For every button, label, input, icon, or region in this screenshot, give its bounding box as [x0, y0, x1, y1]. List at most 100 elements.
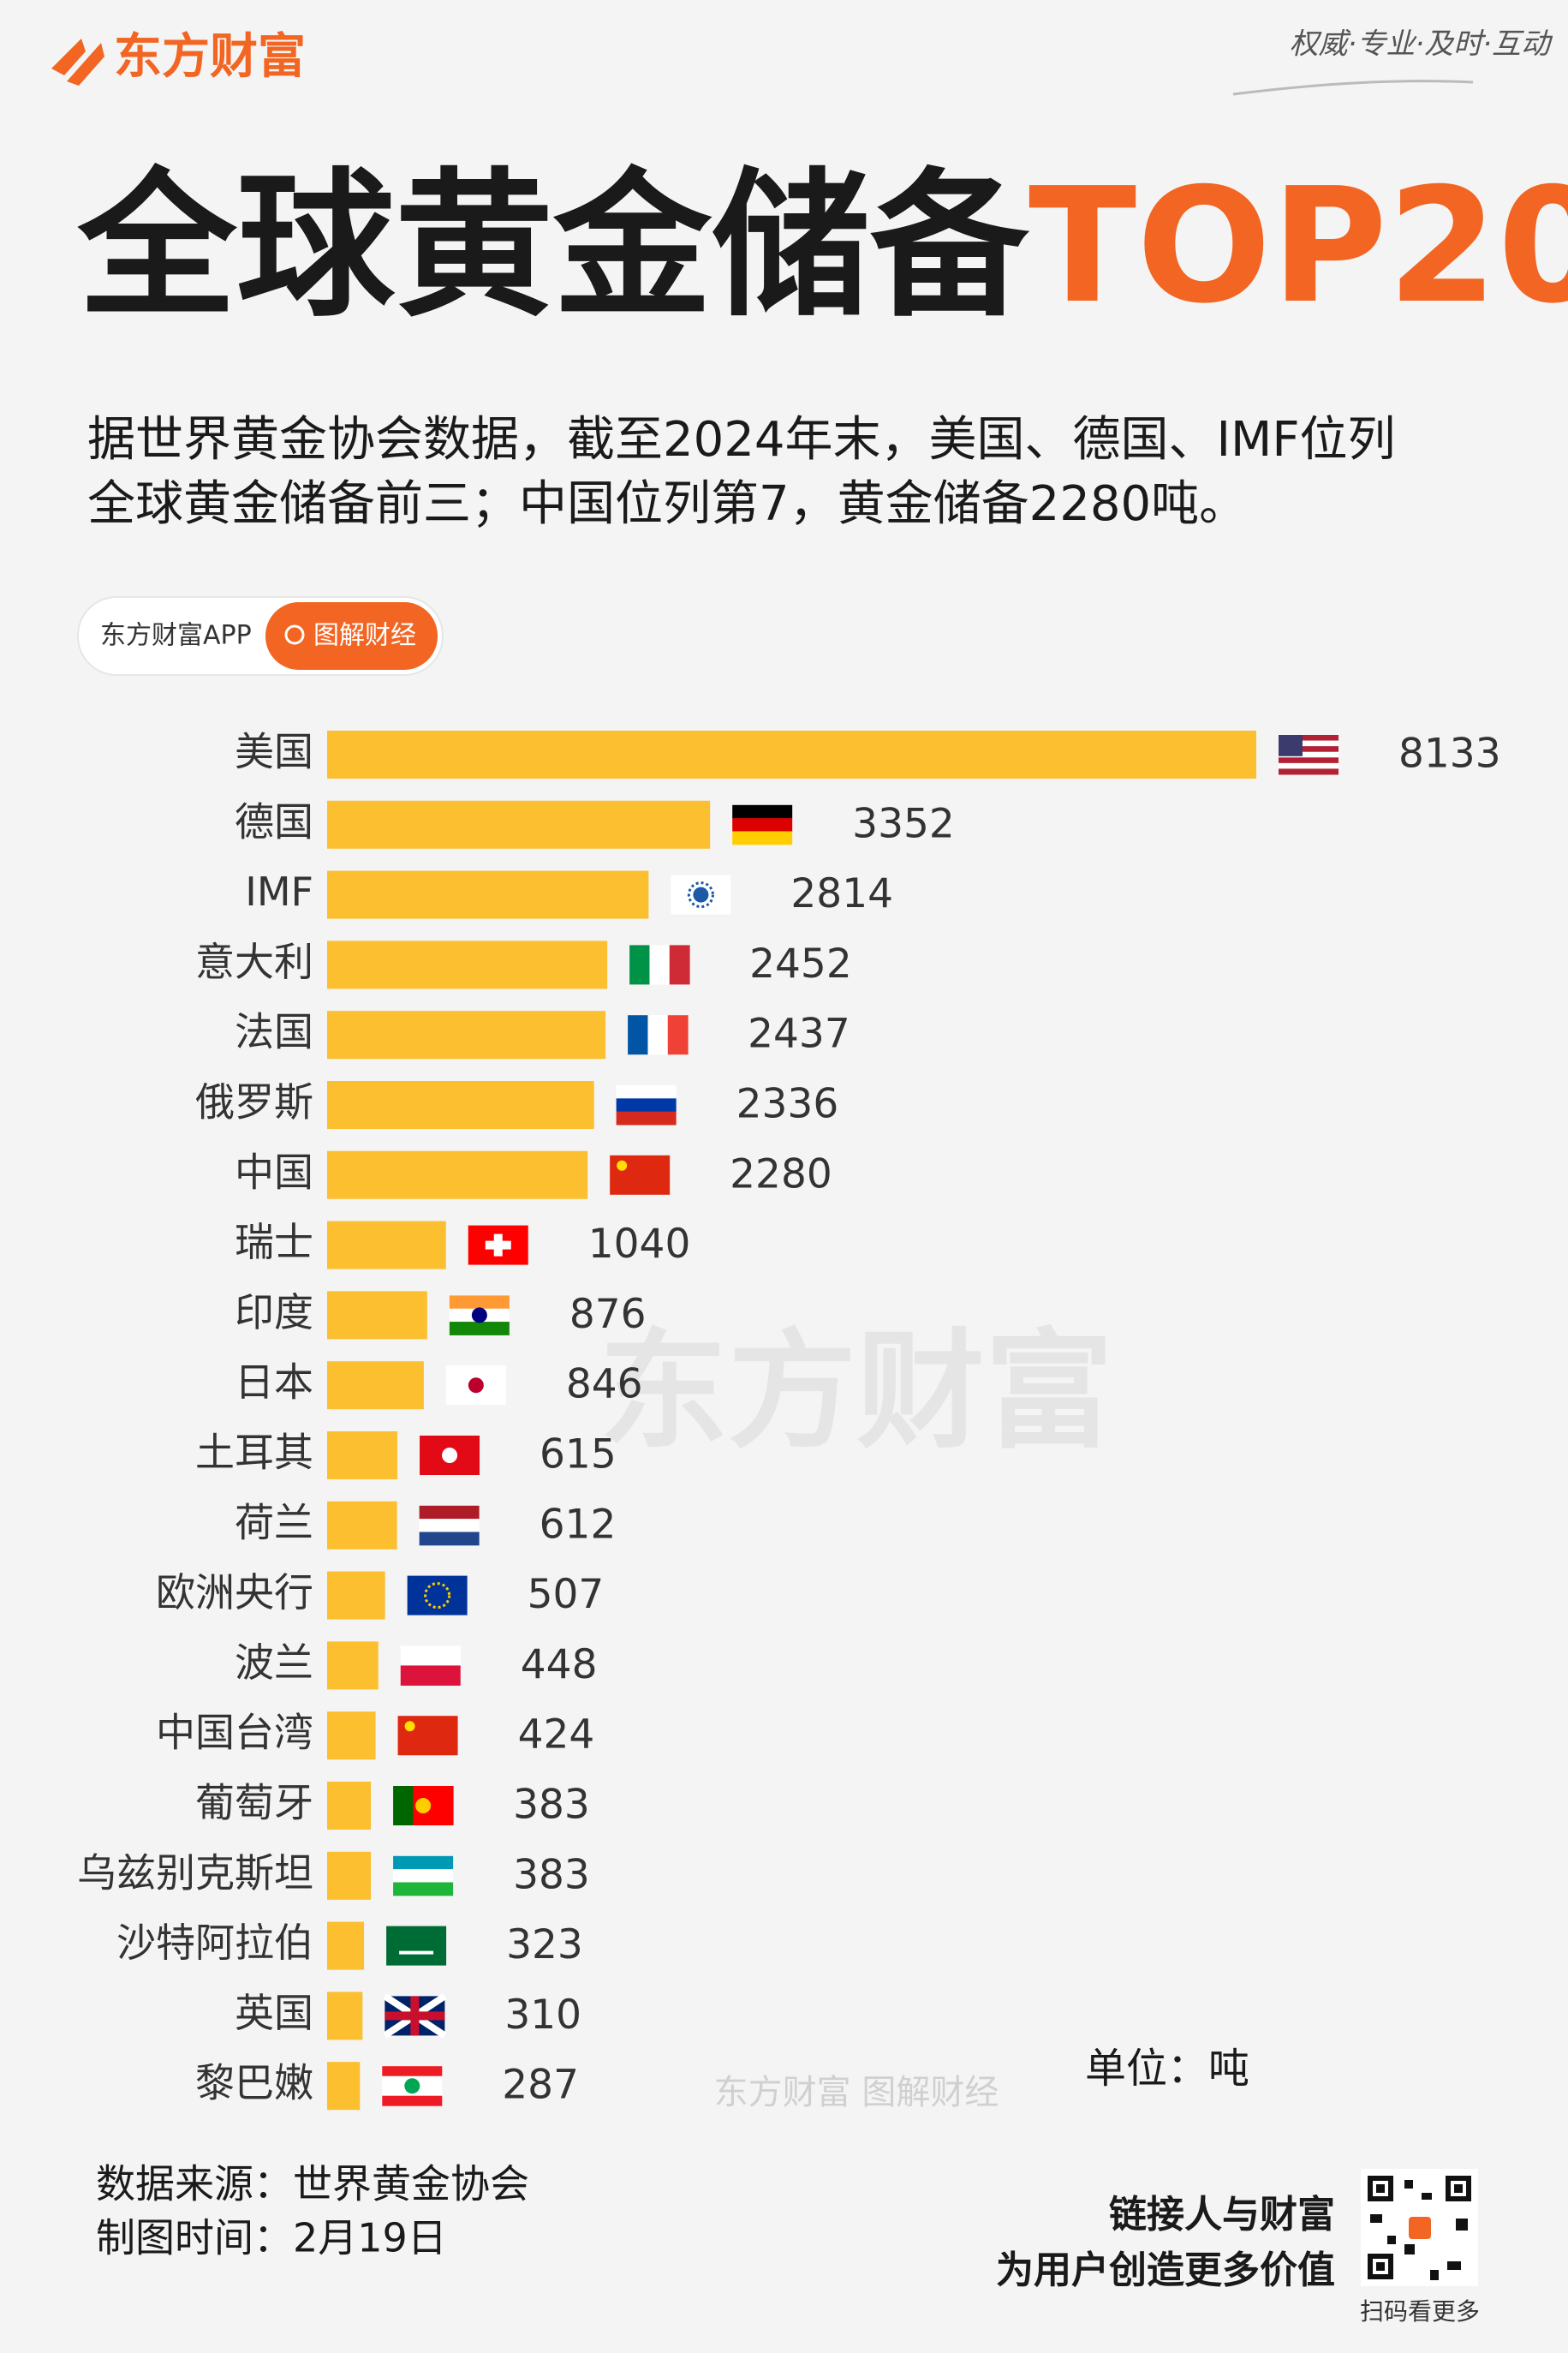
flag: [449, 1295, 510, 1335]
flag-stripe: [1279, 746, 1338, 753]
flag-stripe: [667, 1015, 689, 1055]
category-label: 葡萄牙: [195, 1780, 313, 1826]
bar: [327, 1992, 363, 2040]
flag-stripe: [732, 818, 793, 832]
decor-line: [1232, 80, 1474, 96]
value-label: 3352: [852, 800, 955, 847]
flag: [400, 1645, 461, 1686]
bar: [327, 1361, 424, 1410]
flag-stripe: [400, 1645, 461, 1666]
flag-stripe: [393, 1855, 454, 1870]
flag: [407, 1575, 468, 1615]
flag-stripe: [419, 1532, 480, 1546]
bar: [327, 1501, 397, 1550]
flag-stripe: [669, 945, 690, 985]
flag: [393, 1786, 454, 1825]
bar: [327, 1921, 365, 1970]
search-icon: [284, 624, 305, 645]
bar: [327, 1150, 588, 1199]
flag: [671, 875, 731, 915]
bar-chart: 美国 8133 德国 3352 IMF 2814 意大利 2452 法国 2437 俄罗斯 2336 中…: [77, 729, 1501, 2111]
flag-stripe: [649, 945, 671, 985]
bar: [327, 1571, 385, 1620]
bar: [327, 1221, 446, 1269]
flag-emblem: [404, 2078, 420, 2094]
flag-stripe: [400, 1665, 461, 1686]
flag-emblem: [442, 1448, 458, 1463]
flag-bg: [407, 1575, 468, 1615]
flag: [382, 2066, 443, 2106]
flag: [383, 1993, 447, 2039]
flag: [393, 1855, 454, 1896]
flag-cross: [385, 2011, 445, 2021]
category-label: 德国: [235, 798, 313, 845]
flag-star: [404, 1721, 415, 1732]
bar: [327, 1711, 376, 1760]
value-label: 1040: [588, 1221, 691, 1268]
flag-stripe: [419, 1519, 480, 1532]
flag-star: [617, 1160, 628, 1171]
category-label: 意大利: [195, 939, 313, 985]
footer-slogan: 链接人与财富: [1109, 2193, 1335, 2237]
description-line: 据世界黄金协会数据，截至2024年末，美国、德国、IMF位列: [87, 412, 1396, 468]
footer-slogan: 为用户创造更多价值: [996, 2248, 1335, 2292]
bar: [327, 2062, 361, 2111]
category-label: IMF: [245, 869, 313, 915]
flag-emblem: [399, 1950, 434, 1955]
date: 制图时间：2月19日: [96, 2215, 447, 2261]
flag-cross: [485, 1240, 511, 1250]
category-label: 乌兹别克斯坦: [77, 1849, 313, 1896]
category-label: 中国台湾: [156, 1710, 313, 1756]
flag-stripe: [647, 1015, 669, 1055]
tag-app: 东方财富APP: [100, 621, 252, 651]
flag-stripe: [1279, 751, 1338, 758]
flag: [628, 1015, 689, 1055]
flag-stripe: [393, 1786, 414, 1825]
category-label: 英国: [235, 1990, 313, 2036]
value-label: 424: [518, 1711, 595, 1759]
flag-ring: [687, 881, 714, 909]
flag-bg: [386, 1926, 447, 1966]
flag-canton: [1279, 735, 1303, 756]
bar: [327, 1431, 398, 1479]
flag-stripe: [382, 2095, 443, 2106]
value-label: 383: [513, 1851, 590, 1898]
category-label: 荷兰: [235, 1499, 313, 1545]
value-label: 2280: [730, 1150, 832, 1197]
bar: [327, 1291, 427, 1340]
flag-stripe: [393, 1882, 454, 1896]
flag-bg: [610, 1155, 671, 1195]
title-main: 全球黄金储备: [77, 153, 1030, 338]
category-label: 瑞士: [235, 1219, 313, 1265]
flag-stripe: [732, 804, 793, 819]
title: 全球黄金储备TOP20: [77, 153, 1568, 338]
flag-stripe: [616, 1111, 677, 1126]
tag-highlight: [265, 602, 438, 670]
flag-emblem: [693, 887, 709, 903]
bar: [327, 1011, 606, 1060]
flag: [420, 1436, 480, 1475]
flag-stripe: [732, 831, 793, 845]
flag: [732, 804, 793, 845]
value-label: 310: [504, 1992, 581, 2039]
value-label: 2437: [748, 1011, 850, 1058]
category-label: 波兰: [235, 1639, 313, 1686]
flag: [445, 1365, 506, 1406]
bar: [327, 941, 608, 989]
logo-text: 东方财富: [114, 29, 306, 85]
flag-stripe: [1279, 735, 1338, 742]
title-highlight: TOP20: [1028, 153, 1568, 338]
flag: [616, 1085, 677, 1126]
flag-stripe: [616, 1085, 677, 1099]
category-label: 欧洲央行: [156, 1569, 313, 1615]
flag-stripe: [449, 1295, 510, 1310]
value-label: 846: [566, 1361, 643, 1408]
watermark: 东方财富 图解财经: [714, 2073, 999, 2112]
flag-stripe: [419, 1505, 480, 1520]
value-label: 615: [540, 1431, 617, 1478]
flag-stripe: [393, 1869, 454, 1883]
flag-stripe: [1279, 740, 1338, 747]
flag-stripe: [1279, 757, 1338, 764]
